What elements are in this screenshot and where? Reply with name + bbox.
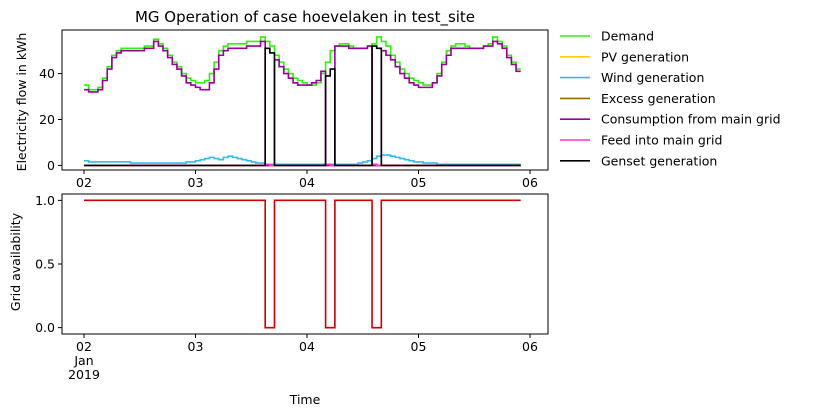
y-tick-label: 0 — [47, 158, 55, 173]
bottom-plot-frame — [61, 193, 549, 335]
legend-label: PV generation — [601, 49, 689, 64]
top-series-group — [84, 36, 521, 167]
legend: Demand PV generation Wind generation Excess… — [560, 29, 781, 168]
x-tick-label: 04 — [299, 175, 315, 190]
y-tick-label: 20 — [39, 112, 55, 127]
series-line-demand — [84, 36, 521, 91]
legend-label: Demand — [601, 29, 654, 44]
x-tick-label: 06 — [522, 339, 538, 354]
series-line-genset-generation — [84, 45, 521, 167]
x-axis-label: Time — [289, 392, 321, 407]
x-tick-label: 05 — [411, 339, 427, 354]
legend-label: Excess generation — [601, 91, 716, 106]
x-tick-label: 02 — [76, 339, 92, 354]
y-tick-label: 1.0 — [35, 193, 55, 208]
chart-title: MG Operation of case hoevelaken in test_… — [135, 8, 475, 27]
legend-label: Feed into main grid — [601, 133, 722, 148]
bottom-series-group — [84, 199, 521, 329]
series-line-wind-generation — [84, 154, 521, 166]
top-chart: MG Operation of case hoevelaken in test_… — [14, 8, 549, 190]
x-tick-label: 03 — [188, 339, 204, 354]
x-tick-label: 04 — [299, 339, 315, 354]
y-tick-label: 0.0 — [35, 320, 55, 335]
x-tick-sublabel: 2019 — [68, 367, 100, 382]
x-tick-label: 06 — [522, 175, 538, 190]
y-tick-label: 40 — [39, 66, 55, 81]
y-tick-label: 0.5 — [35, 257, 55, 272]
legend-label: Genset generation — [601, 153, 717, 168]
y-axis-label-bottom: Grid availability — [8, 212, 23, 311]
x-tick-label: 05 — [411, 175, 427, 190]
bottom-chart: Grid availability 02 03 04 05 06 0.0 0.5 1.0 Jan… — [8, 193, 549, 407]
top-plot-frame — [61, 29, 549, 171]
x-tick-sublabel: Jan — [73, 353, 93, 368]
y-axis-label: Electricity flow in kWh — [14, 33, 29, 172]
series-line-grid-availability — [84, 199, 521, 329]
top-axes: 02 03 04 05 06 0 20 40 — [39, 66, 538, 190]
legend-label: Wind generation — [601, 70, 704, 85]
x-tick-label: 03 — [188, 175, 204, 190]
legend-label: Consumption from main grid — [601, 112, 781, 127]
series-line-consumption-from-main-grid — [84, 40, 521, 167]
x-tick-label: 02 — [76, 175, 92, 190]
